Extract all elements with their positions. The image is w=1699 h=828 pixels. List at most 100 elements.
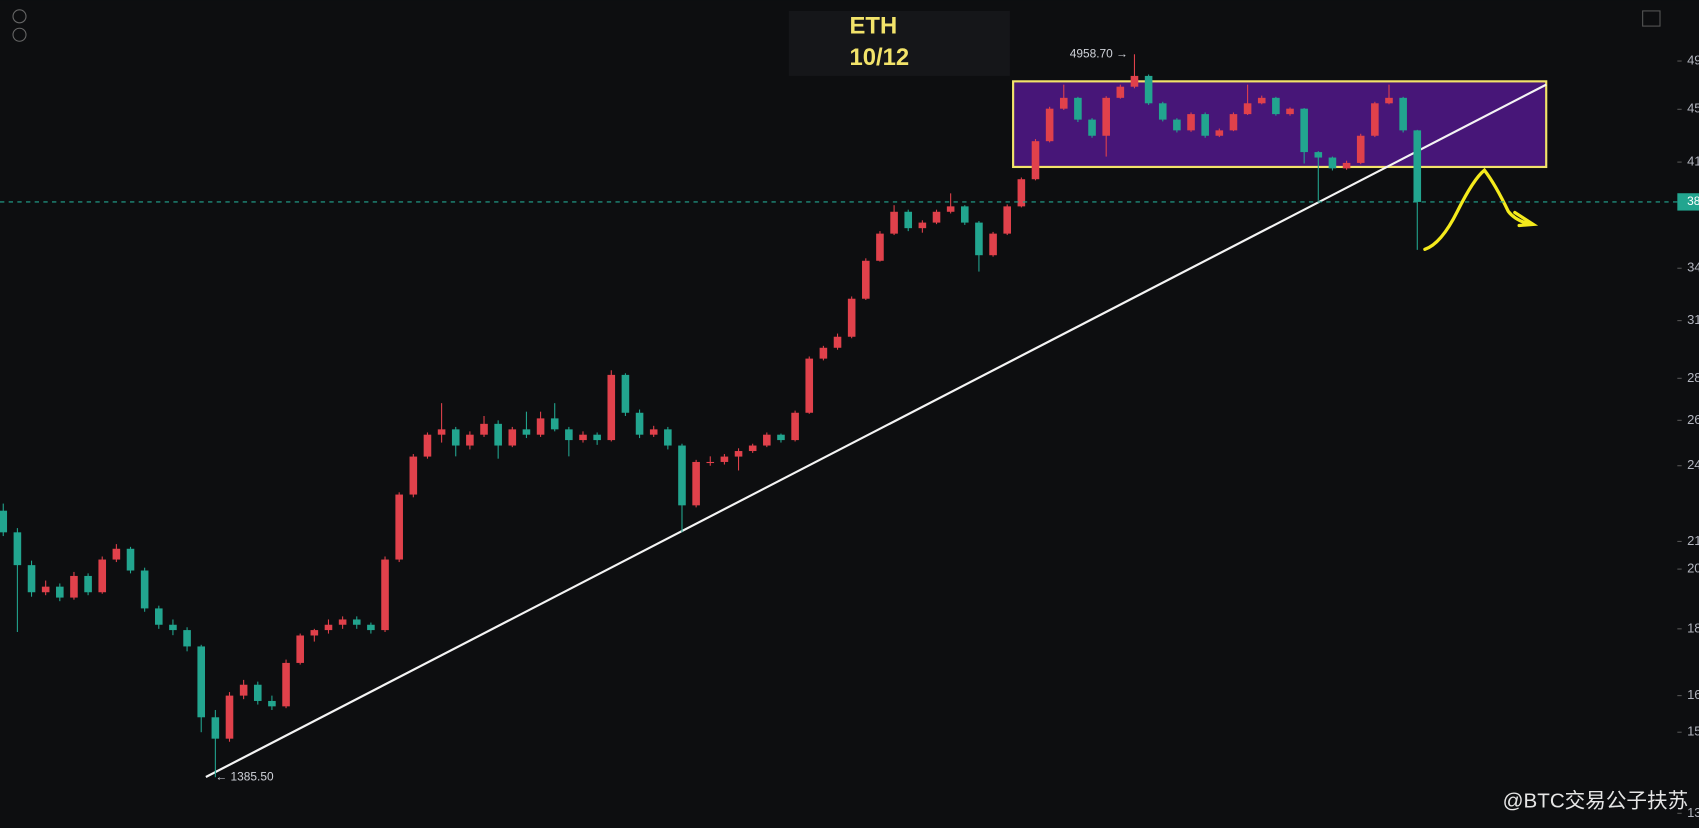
trend-line	[205, 83, 1547, 778]
candle-body	[239, 684, 248, 696]
candle-body	[253, 684, 262, 701]
y-tick-label: 28	[1687, 370, 1699, 385]
candle-body	[565, 429, 573, 441]
candle-body	[918, 222, 927, 229]
candle-body	[1385, 97, 1393, 104]
candle-body	[1130, 75, 1139, 87]
candle-body	[183, 630, 191, 647]
candle-body	[932, 211, 941, 223]
candle-body	[1045, 108, 1054, 142]
candle-body	[381, 559, 389, 631]
candle-body	[352, 619, 361, 625]
layout-icon[interactable]	[1642, 10, 1661, 27]
candle-body	[678, 445, 686, 506]
candle-body	[763, 434, 771, 446]
candle-body	[13, 532, 22, 566]
range-box	[1012, 80, 1548, 169]
candle-body	[1088, 119, 1096, 136]
candle-body	[1328, 157, 1337, 169]
last-price-badge	[1677, 193, 1699, 211]
candle-body	[1286, 108, 1294, 115]
y-tick-label: 20	[1687, 561, 1699, 576]
candle-body	[268, 700, 276, 707]
candle-body	[423, 434, 432, 457]
candle-body	[946, 206, 955, 212]
candle-body	[225, 695, 234, 739]
y-tick-label: 31	[1687, 312, 1699, 327]
candle-body	[536, 418, 545, 435]
candle-body	[466, 434, 474, 446]
candle-body	[805, 358, 814, 413]
candle-body	[890, 211, 898, 234]
nav-icon[interactable]	[12, 27, 27, 42]
chart-subtitle: 10/12	[850, 44, 910, 71]
candle-body	[1356, 135, 1365, 163]
y-tick-label: 15	[1687, 724, 1699, 739]
candle-body	[155, 608, 163, 625]
candle-body	[579, 434, 587, 441]
candle-body	[550, 418, 559, 430]
candle-body	[819, 347, 828, 359]
candle-body	[324, 624, 333, 631]
candle-body	[395, 494, 403, 560]
candle-body	[494, 423, 502, 446]
candle-body	[1300, 108, 1308, 153]
candle-body	[1187, 114, 1195, 131]
candle-body	[777, 434, 785, 441]
candle-body	[338, 619, 347, 625]
candle-body	[960, 206, 969, 223]
candle-body	[1229, 114, 1238, 131]
candle-body	[522, 429, 531, 435]
candle-body	[1243, 103, 1252, 115]
candle-body	[1257, 97, 1266, 104]
candle-body	[169, 624, 177, 631]
candle-body	[112, 548, 121, 560]
candle-body	[282, 662, 290, 707]
watermark: @BTC交易公子扶苏	[1503, 789, 1689, 812]
candle-body	[140, 570, 149, 609]
candle-body	[451, 429, 460, 446]
candle-body	[1158, 103, 1167, 120]
candle-body	[1003, 206, 1012, 234]
y-tick-label: 34	[1687, 260, 1699, 275]
last-price-label: 38	[1687, 194, 1699, 208]
candle-body	[748, 445, 757, 452]
chart-title: ETH	[850, 12, 898, 39]
candle-body	[975, 222, 983, 256]
candle-body	[621, 374, 630, 413]
candle-body	[862, 260, 870, 299]
y-tick-label: 24	[1687, 457, 1699, 472]
candle-body	[734, 451, 743, 457]
y-tick-label: 18	[1687, 620, 1699, 635]
y-tick-label: 49	[1687, 52, 1699, 67]
candle-body	[296, 635, 304, 663]
y-tick-label: 26	[1687, 412, 1699, 427]
y-tick-label: 13	[1687, 805, 1699, 820]
candle-body	[367, 624, 375, 631]
price-annotation: ← 1385.50	[215, 769, 274, 783]
candle-body	[1201, 114, 1209, 136]
candle-body	[1031, 141, 1040, 180]
price-annotation: 4958.70 →	[1070, 46, 1128, 60]
candle-body	[847, 298, 856, 337]
y-tick-label: 21	[1687, 533, 1699, 548]
candles	[0, 54, 1422, 778]
candle-body	[1399, 97, 1407, 131]
candle-body	[1059, 97, 1068, 109]
candle-body	[0, 510, 8, 533]
candle-body	[649, 429, 658, 435]
candle-body	[706, 461, 715, 464]
candle-body	[635, 412, 644, 435]
candle-body	[1144, 75, 1153, 104]
candle-body	[876, 233, 884, 261]
candle-body	[437, 429, 446, 435]
hand-arrow	[1423, 167, 1539, 251]
candle-body	[989, 233, 997, 256]
y-tick-label: 41	[1687, 154, 1699, 169]
candle-body	[1074, 97, 1082, 120]
candle-body	[409, 456, 418, 495]
candle-body	[197, 646, 206, 718]
nav-icon[interactable]	[12, 9, 27, 24]
candle-body	[1017, 179, 1026, 207]
